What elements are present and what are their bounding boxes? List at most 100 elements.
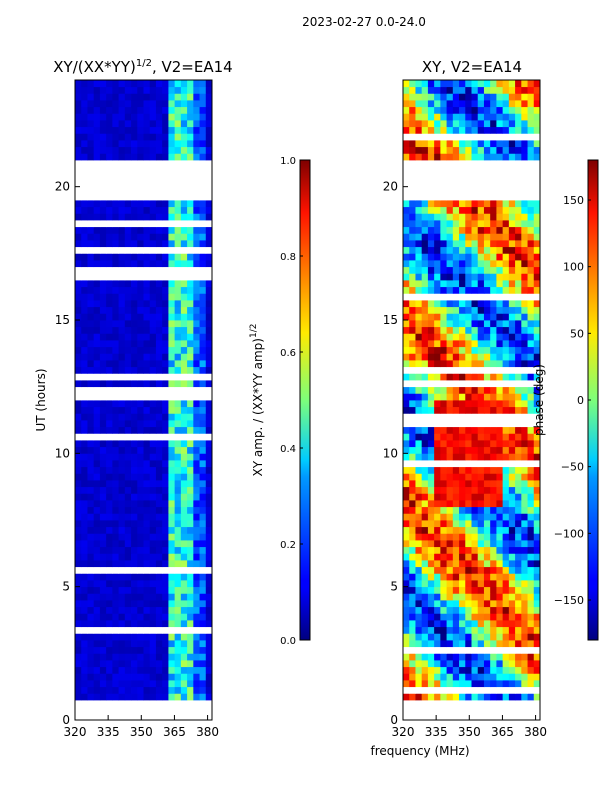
amp-heatmap-cell (168, 500, 176, 508)
phase-heatmap-cell (490, 546, 497, 554)
amp-heatmap-cell (87, 300, 95, 308)
phase-heatmap-cell (521, 593, 528, 601)
amp-heatmap-cell (187, 640, 194, 648)
amp-heatmap-cell (205, 493, 213, 501)
phase-heatmap-cell (452, 446, 460, 454)
phase-heatmap-cell (502, 546, 510, 554)
amp-heatmap-cell (75, 153, 82, 161)
amp-heatmap-cell (155, 433, 163, 441)
phase-heatmap-cell (459, 600, 466, 608)
amp-heatmap-cell (162, 693, 169, 701)
phase-heatmap-cell (496, 200, 504, 208)
phase-heatmap-cell (446, 613, 454, 621)
amp-heatmap-cell (93, 186, 101, 194)
phase-heatmap-cell (446, 646, 454, 654)
amp-heatmap-cell (118, 393, 126, 401)
phase-heatmap-cell (415, 453, 423, 461)
amp-heatmap-cell (81, 186, 88, 194)
amp-heatmap-cell (168, 180, 176, 188)
amp-heatmap-cell (168, 273, 176, 281)
phase-heatmap-cell (465, 673, 472, 681)
phase-heatmap-cell (421, 673, 429, 681)
amp-heatmap-cell (168, 246, 176, 254)
amp-heatmap-cell (131, 186, 138, 194)
amp-heatmap-cell (174, 286, 182, 294)
phase-heatmap-cell (508, 540, 516, 548)
phase-heatmap-cell (403, 186, 410, 194)
amp-heatmap-cell (205, 340, 213, 348)
phase-heatmap-cell (403, 626, 410, 634)
amp-heatmap-cell (174, 680, 182, 688)
amp-heatmap-cell (124, 333, 132, 341)
phase-heatmap-cell (409, 106, 416, 114)
amp-heatmap-cell (99, 633, 107, 641)
amp-heatmap-cell (168, 620, 176, 628)
amp-heatmap-cell (124, 646, 132, 654)
amp-heatmap-cell (106, 306, 113, 314)
phase-heatmap-cell (527, 513, 535, 521)
phase-heatmap-cell (427, 173, 435, 181)
phase-heatmap-cell (533, 520, 541, 528)
phase-heatmap-cell (508, 386, 516, 394)
phase-heatmap-cell (452, 586, 460, 594)
amp-heatmap-cell (155, 586, 163, 594)
amp-heatmap-cell (112, 686, 119, 694)
phase-heatmap-cell (452, 513, 460, 521)
phase-heatmap-cell (440, 146, 447, 154)
amp-heatmap-cell (143, 200, 151, 208)
phase-heatmap-cell (490, 700, 497, 708)
phase-heatmap-cell (471, 113, 479, 121)
amp-heatmap-cell (149, 206, 157, 214)
amp-heatmap-cell (143, 413, 151, 421)
phase-heatmap-cell (452, 300, 460, 308)
amp-heatmap-cell (205, 526, 213, 534)
phase-heatmap-cell (515, 146, 522, 154)
phase-heatmap-cell (527, 146, 535, 154)
phase-heatmap-cell (483, 80, 491, 88)
amp-heatmap-cell (149, 626, 157, 634)
phase-heatmap-cell (496, 126, 504, 134)
amp-heatmap-cell (155, 526, 163, 534)
amp-heatmap-cell (155, 440, 163, 448)
phase-heatmap-cell (533, 320, 541, 328)
phase-heatmap-cell (508, 206, 516, 214)
amp-heatmap-cell (137, 366, 144, 374)
amp-heatmap-cell (118, 586, 126, 594)
amp-heatmap-cell (99, 126, 107, 134)
amp-heatmap-cell (187, 453, 194, 461)
amp-heatmap-cell (112, 286, 119, 294)
phase-heatmap-cell (459, 126, 466, 134)
phase-heatmap-cell (477, 513, 485, 521)
amp-heatmap-cell (99, 300, 107, 308)
phase-heatmap-cell (533, 120, 541, 128)
amp-heatmap-cell (187, 633, 194, 641)
phase-heatmap-cell (434, 540, 441, 548)
phase-heatmap-cell (465, 233, 472, 241)
amp-heatmap-cell (137, 440, 144, 448)
phase-heatmap-cell (490, 280, 497, 288)
amp-heatmap-cell (168, 213, 176, 221)
amp-heatmap-cell (124, 686, 132, 694)
phase-heatmap-cell (533, 400, 541, 408)
phase-heatmap-cell (440, 600, 447, 608)
amp-heatmap-cell (75, 200, 82, 208)
amp-heatmap-cell (180, 346, 188, 354)
amp-heatmap-cell (87, 353, 95, 361)
phase-heatmap-cell (465, 553, 472, 561)
phase-heatmap-cell (490, 680, 497, 688)
phase-heatmap-cell (477, 426, 485, 434)
amp-heatmap-cell (106, 606, 113, 614)
amp-heatmap-cell (149, 526, 157, 534)
amp-heatmap-cell (87, 426, 95, 434)
amp-heatmap-cell (118, 713, 126, 721)
amp-heatmap-cell (162, 346, 169, 354)
phase-heatmap-cell (483, 226, 491, 234)
phase-heatmap-cell (496, 320, 504, 328)
amp-heatmap-cell (118, 100, 126, 108)
amp-heatmap-cell (187, 340, 194, 348)
phase-heatmap-cell (421, 540, 429, 548)
phase-heatmap-cell (427, 473, 435, 481)
phase-heatmap-cell (527, 440, 535, 448)
amp-heatmap-cell (199, 466, 207, 474)
amp-heatmap-cell (149, 506, 157, 514)
